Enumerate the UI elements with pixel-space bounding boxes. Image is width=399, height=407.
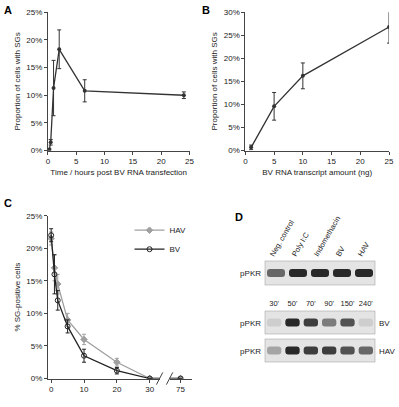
svg-text:20%: 20% xyxy=(224,54,240,63)
svg-text:Indomethacin: Indomethacin xyxy=(311,214,343,258)
svg-text:BV RNA transcript amount (ng): BV RNA transcript amount (ng) xyxy=(262,168,372,177)
svg-text:10: 10 xyxy=(100,157,109,166)
svg-text:10%: 10% xyxy=(26,91,42,100)
svg-text:HAV: HAV xyxy=(170,226,187,235)
svg-text:15%: 15% xyxy=(26,277,42,286)
svg-text:0: 0 xyxy=(243,157,248,166)
svg-text:B: B xyxy=(202,4,210,16)
svg-text:75: 75 xyxy=(176,385,185,394)
svg-text:Proportion of cells with SGs: Proportion of cells with SGs xyxy=(210,32,219,130)
svg-text:25: 25 xyxy=(385,157,394,166)
svg-text:5%: 5% xyxy=(31,342,43,351)
svg-text:30%: 30% xyxy=(224,8,240,17)
svg-text:Time / hours post BV RNA trans: Time / hours post BV RNA transfection xyxy=(50,168,187,177)
svg-text:HAV: HAV xyxy=(356,241,371,258)
svg-text:Poly I:C: Poly I:C xyxy=(290,230,311,258)
svg-text:5%: 5% xyxy=(31,119,43,128)
svg-text:20: 20 xyxy=(157,157,166,166)
svg-text:BV: BV xyxy=(334,245,347,258)
svg-text:A: A xyxy=(4,4,12,16)
svg-text:15: 15 xyxy=(128,157,137,166)
svg-text:25%: 25% xyxy=(26,8,42,17)
svg-text:HAV: HAV xyxy=(379,347,396,356)
svg-text:20%: 20% xyxy=(26,36,42,45)
svg-text:30': 30' xyxy=(269,299,279,308)
svg-text:15%: 15% xyxy=(224,77,240,86)
svg-text:pPKR: pPKR xyxy=(240,269,261,278)
svg-text:25%: 25% xyxy=(224,31,240,40)
svg-text:0%: 0% xyxy=(31,146,43,155)
svg-text:10%: 10% xyxy=(224,100,240,109)
svg-text:pPKR: pPKR xyxy=(240,347,261,356)
svg-text:Neg. control: Neg. control xyxy=(267,218,296,258)
svg-text:pPKR: pPKR xyxy=(240,319,261,328)
svg-text:150': 150' xyxy=(341,299,356,308)
svg-text:20: 20 xyxy=(356,157,365,166)
svg-text:10: 10 xyxy=(298,157,307,166)
svg-text:20: 20 xyxy=(112,385,121,394)
svg-text:240': 240' xyxy=(359,299,374,308)
svg-text:BV: BV xyxy=(379,319,390,328)
svg-text:50': 50' xyxy=(288,299,298,308)
svg-text:90': 90' xyxy=(324,299,334,308)
svg-text:10%: 10% xyxy=(26,309,42,318)
svg-text:10: 10 xyxy=(80,385,89,394)
svg-text:5%: 5% xyxy=(228,123,240,132)
svg-text:BV: BV xyxy=(170,245,181,254)
svg-text:0: 0 xyxy=(46,157,51,166)
svg-text:15%: 15% xyxy=(26,63,42,72)
svg-text:% SG-positive cells: % SG-positive cells xyxy=(13,263,22,332)
svg-text:0%: 0% xyxy=(31,374,43,383)
svg-text:5: 5 xyxy=(74,157,79,166)
svg-text:70': 70' xyxy=(306,299,316,308)
svg-text:0%: 0% xyxy=(228,146,240,155)
svg-text:15: 15 xyxy=(327,157,336,166)
svg-text:0: 0 xyxy=(49,385,54,394)
svg-text:20%: 20% xyxy=(26,244,42,253)
svg-text:25%: 25% xyxy=(26,212,42,221)
svg-text:D: D xyxy=(235,211,243,223)
svg-text:5: 5 xyxy=(272,157,277,166)
svg-text:Proportion of cells with SGs: Proportion of cells with SGs xyxy=(13,32,22,130)
svg-text:30: 30 xyxy=(145,385,154,394)
svg-text:25: 25 xyxy=(185,157,194,166)
svg-text:C: C xyxy=(4,197,12,209)
